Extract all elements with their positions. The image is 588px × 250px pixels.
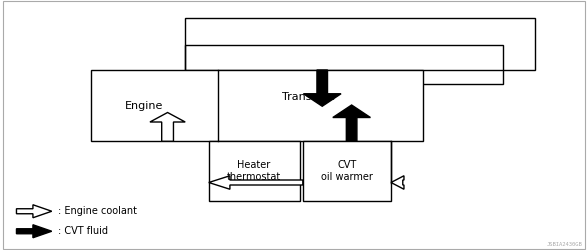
Bar xyxy=(303,141,391,201)
Text: CVT
oil warmer: CVT oil warmer xyxy=(321,160,373,182)
Polygon shape xyxy=(333,105,370,141)
Text: : CVT fluid: : CVT fluid xyxy=(58,226,108,236)
Polygon shape xyxy=(303,70,341,106)
Text: Transaxle: Transaxle xyxy=(282,92,335,102)
Polygon shape xyxy=(16,205,52,218)
Bar xyxy=(185,18,535,70)
Polygon shape xyxy=(16,225,52,238)
Bar xyxy=(91,70,423,141)
Text: Heater
thermostat: Heater thermostat xyxy=(227,160,281,182)
Text: Engine: Engine xyxy=(125,101,163,111)
Polygon shape xyxy=(391,176,404,189)
Polygon shape xyxy=(150,112,185,141)
Bar xyxy=(209,141,300,201)
Bar xyxy=(185,45,503,84)
Polygon shape xyxy=(209,176,303,189)
Text: : Engine coolant: : Engine coolant xyxy=(58,206,136,216)
Text: JSBIA2430GB: JSBIA2430GB xyxy=(546,242,582,248)
